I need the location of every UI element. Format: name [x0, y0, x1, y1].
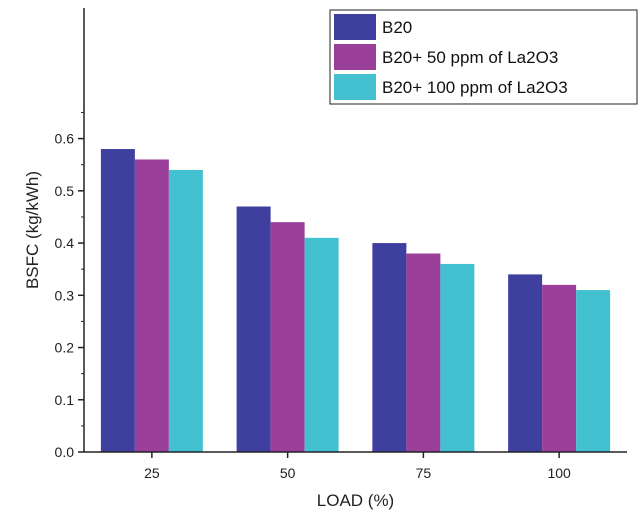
bars-layer	[100, 149, 611, 453]
bar-2-100	[542, 284, 577, 452]
legend-swatch-1	[334, 14, 376, 40]
y-tick-label: 0.6	[55, 131, 75, 147]
bar-3-75	[440, 263, 475, 452]
x-tick-label: 100	[547, 465, 571, 481]
y-tick-label: 0.4	[55, 235, 75, 251]
bar-1-25	[100, 149, 135, 453]
axes-layer	[83, 8, 627, 453]
bar-1-75	[372, 243, 407, 452]
legend-frame	[329, 9, 638, 105]
legend-label-3: B20+ 100 ppm of La2O3	[382, 78, 568, 97]
bar-1-50	[236, 206, 271, 452]
y-tick-label: 0.3	[55, 287, 75, 303]
legend-label-1: B20	[382, 18, 412, 37]
y-tick-label: 0.0	[55, 444, 75, 460]
bar-3-25	[168, 169, 203, 452]
legend-swatch-2	[334, 44, 376, 70]
y-tick-label: 0.1	[55, 392, 75, 408]
x-tick-label: 75	[416, 465, 432, 481]
bar-1-100	[508, 274, 543, 452]
bar-2-75	[406, 253, 441, 452]
legend: B20 B20+ 50 ppm of La2O3 B20+ 100 ppm of L…	[329, 9, 638, 105]
legend-items: B20 B20+ 50 ppm of La2O3 B20+ 100 ppm of L…	[334, 14, 568, 100]
y-tick-label: 0.2	[55, 340, 75, 356]
bar-3-100	[576, 290, 611, 452]
x-axis-title: LOAD (%)	[317, 491, 394, 510]
x-tick-label: 25	[144, 465, 160, 481]
legend-swatch-3	[334, 74, 376, 100]
bar-3-50	[304, 237, 339, 452]
bar-2-25	[134, 159, 169, 452]
bar-2-50	[270, 222, 305, 452]
ticks-layer: 0.0 0.1 0.2 0.3 0.4 0.5 0.6 25 50 75 100	[55, 111, 571, 481]
y-axis-title: BSFC (kg/kWh)	[23, 171, 42, 289]
y-tick-label: 0.5	[55, 183, 75, 199]
x-tick-label: 50	[280, 465, 296, 481]
legend-label-2: B20+ 50 ppm of La2O3	[382, 48, 558, 67]
